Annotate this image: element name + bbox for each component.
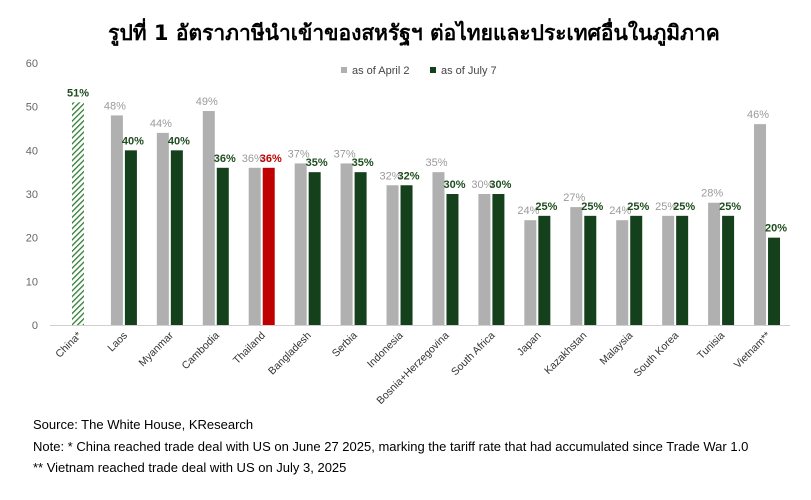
data-label-april: 35%	[425, 157, 447, 169]
bar-april	[202, 111, 215, 326]
vietnam-note: ** Vietnam reached trade deal with US on…	[33, 460, 347, 475]
data-label-july: 30%	[443, 179, 465, 191]
bar-july	[354, 172, 367, 325]
data-label-april: 44%	[150, 118, 172, 130]
x-tick-label: Laos	[105, 330, 130, 355]
bar-april	[524, 220, 537, 325]
data-label-april: 24%	[609, 205, 631, 217]
data-label-july: 30%	[489, 179, 511, 191]
bar-april	[340, 163, 353, 325]
legend-swatch	[430, 67, 436, 73]
bar-july	[308, 172, 321, 325]
data-label-july: 40%	[168, 135, 190, 147]
legend-label: as of July 7	[441, 65, 497, 77]
x-tick-label: China*	[53, 330, 84, 361]
data-label-april: 30%	[471, 179, 493, 191]
bar-april	[156, 132, 169, 325]
y-tick-label: 10	[26, 276, 38, 288]
bar-april	[248, 167, 261, 325]
bar-july	[262, 167, 275, 325]
source-note: Source: The White House, KResearch	[33, 417, 254, 432]
bar-july	[722, 215, 735, 325]
y-tick-label: 0	[32, 320, 38, 332]
x-tick-label: South Africa	[449, 330, 498, 379]
legend-swatch	[341, 67, 347, 73]
x-tick-label: Serbia	[330, 330, 360, 360]
data-label-july: 51%	[67, 87, 89, 99]
y-axis: 0 10 20 30 40 50 60	[26, 58, 38, 332]
legend-label: as of April 2	[352, 65, 409, 77]
data-label-april: 37%	[288, 148, 310, 160]
bar-july	[124, 150, 137, 325]
bar-july	[584, 215, 597, 325]
data-label-july: 25%	[535, 201, 557, 213]
bar-july	[538, 215, 551, 325]
x-tick-label: Myanmar	[137, 329, 177, 369]
data-label-april: 25%	[655, 201, 677, 213]
x-tick-label: Indonesia	[365, 330, 406, 371]
bars	[71, 102, 781, 326]
data-label-july: 32%	[398, 170, 420, 182]
bar-april	[478, 194, 491, 325]
data-label-july: 35%	[306, 157, 328, 169]
bar-july	[170, 150, 183, 325]
y-tick-label: 50	[26, 102, 38, 114]
china-note: Note: * China reached trade deal with US…	[33, 438, 749, 454]
data-label-april: 36%	[242, 153, 264, 165]
data-label-april: 32%	[380, 170, 402, 182]
data-label-july: 25%	[581, 201, 603, 213]
data-labels: 51%48%40%44%40%49%36% 36%36% 37%35%37%35%3…	[67, 87, 787, 234]
bar-july	[446, 194, 459, 325]
y-tick-label: 60	[26, 58, 38, 70]
y-tick-label: 40	[26, 145, 38, 157]
data-label-april: 48%	[104, 100, 126, 112]
x-tick-label: Bangladesh	[266, 330, 314, 378]
data-label-july: 35%	[352, 157, 374, 169]
bar-july	[216, 167, 229, 325]
chart-notes: Source: The White House, KResearch Note:…	[33, 414, 803, 479]
x-axis-labels: China* Laos Myanmar Cambodia ThailandBanglad…	[53, 329, 773, 407]
bar-april	[570, 207, 583, 325]
data-label-july: 25%	[627, 201, 649, 213]
bar-july	[768, 237, 781, 325]
data-label-july: 20%	[765, 223, 787, 235]
bar-july	[492, 194, 505, 325]
x-tick-label: Japan	[515, 330, 544, 359]
bar-april	[616, 220, 629, 325]
data-label-april: 24%	[517, 205, 539, 217]
bar-july	[630, 215, 643, 325]
data-label-april: 37%	[334, 148, 356, 160]
bar-april	[110, 115, 123, 326]
data-label-july: 36%	[260, 153, 282, 165]
tariff-chart: รูปที่ 1 อัตราภาษีนำเข้าของสหรัฐฯ ต่อไทย…	[26, 17, 790, 407]
chart-title: รูปที่ 1 อัตราภาษีนำเข้าของสหรัฐฯ ต่อไทย…	[108, 17, 720, 47]
x-tick-label: Vietnam**	[732, 330, 773, 371]
x-tick-label: Kazakhstan	[542, 330, 589, 377]
x-tick-label: South Korea	[632, 330, 682, 380]
data-label-april: 27%	[563, 192, 585, 204]
x-tick-label: Cambodia	[180, 330, 222, 372]
data-label-july: 36%	[214, 153, 236, 165]
bar-april	[294, 163, 307, 325]
y-tick-label: 20	[26, 233, 38, 245]
bar-july	[676, 215, 689, 325]
x-tick-label: Thailand	[231, 330, 268, 367]
data-label-july: 40%	[122, 135, 144, 147]
data-label-july: 25%	[719, 201, 741, 213]
data-label-april: 28%	[701, 188, 723, 200]
x-tick-label: Malaysia	[598, 330, 636, 368]
bar-july	[400, 185, 413, 325]
bar-april	[432, 172, 445, 325]
bar-april	[754, 124, 767, 325]
bar-april	[708, 202, 721, 325]
y-tick-label: 30	[26, 189, 38, 201]
bar-april	[386, 185, 399, 325]
bar-april	[662, 215, 675, 325]
bar-july	[71, 102, 84, 325]
data-label-july: 25%	[673, 201, 695, 213]
data-label-april: 49%	[196, 96, 218, 108]
x-tick-label: Tunisia	[695, 330, 727, 362]
legend: as of April 2 as of July 7	[341, 65, 497, 77]
data-label-april: 46%	[747, 109, 769, 121]
